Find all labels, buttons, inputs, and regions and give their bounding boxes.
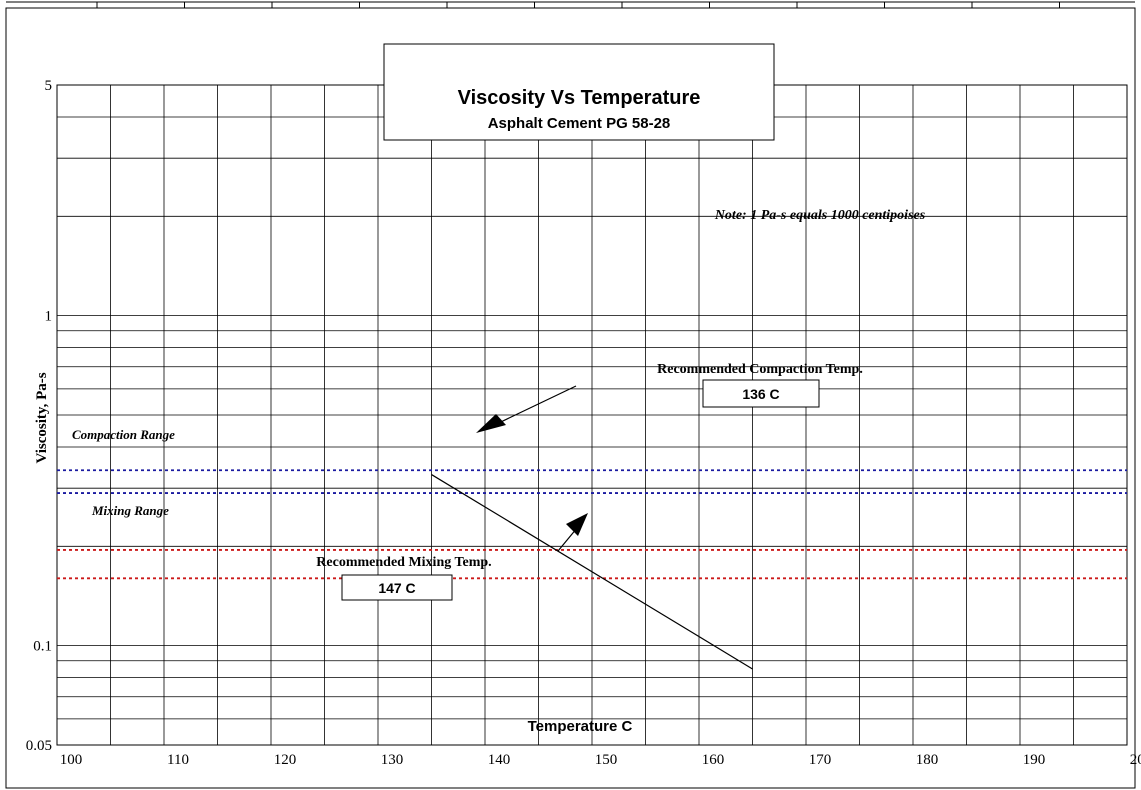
series-line bbox=[431, 474, 753, 670]
chart-subtitle: Asphalt Cement PG 58-28 bbox=[488, 115, 671, 132]
y-tick-label: 5 bbox=[45, 78, 53, 94]
y-tick-label: 1 bbox=[45, 309, 53, 325]
x-tick-label: 190 bbox=[1023, 752, 1046, 768]
x-tick-label: 180 bbox=[916, 752, 939, 768]
x-tick-label: 140 bbox=[488, 752, 511, 768]
x-tick-label: 110 bbox=[167, 752, 189, 768]
x-tick-label: 200 bbox=[1130, 752, 1141, 768]
x-tick-label: 120 bbox=[274, 752, 297, 768]
x-tick-label: 170 bbox=[809, 752, 832, 768]
x-tick-labels: 100 110 120 130 140 150 160 170 180 190 200 bbox=[60, 752, 1141, 768]
chart-title: Viscosity Vs Temperature bbox=[458, 87, 701, 109]
range-lines bbox=[57, 469, 1127, 580]
x-tick-label: 130 bbox=[381, 752, 404, 768]
mixing-value-box bbox=[341, 574, 453, 601]
compaction-arrow-head bbox=[476, 414, 506, 433]
x-tick-label: 150 bbox=[595, 752, 618, 768]
x-tick-label: 100 bbox=[60, 752, 83, 768]
y-tick-label: 0.05 bbox=[26, 738, 52, 754]
mixing-range-label: Mixing Range bbox=[91, 503, 169, 518]
y-tick-label: 0.1 bbox=[33, 639, 52, 655]
chart-frame bbox=[5, 7, 1136, 789]
title-box bbox=[383, 43, 775, 141]
horizontal-gridlines bbox=[57, 116, 1127, 720]
mixing-arrow-head bbox=[566, 513, 588, 536]
top-strip bbox=[96, 2, 1060, 8]
series-group bbox=[431, 474, 753, 670]
mixing-temp-value: 147 C bbox=[378, 580, 415, 596]
x-axis-label: Temperature C bbox=[528, 718, 633, 735]
mixing-temp-label: Recommended Mixing Temp. bbox=[316, 555, 491, 570]
y-tick-labels: 0.05 0.1 1 5 bbox=[26, 78, 52, 754]
y-axis-label: Viscosity, Pa-s bbox=[34, 372, 50, 463]
note-text: Note: 1 Pa-s equals 1000 centipoises bbox=[714, 208, 926, 223]
compaction-temp-label: Recommended Compaction Temp. bbox=[657, 362, 863, 377]
compaction-range-label: Compaction Range bbox=[72, 427, 175, 442]
compaction-value-box bbox=[702, 379, 820, 408]
x-tick-label: 160 bbox=[702, 752, 725, 768]
compaction-temp-value: 136 C bbox=[742, 386, 779, 402]
